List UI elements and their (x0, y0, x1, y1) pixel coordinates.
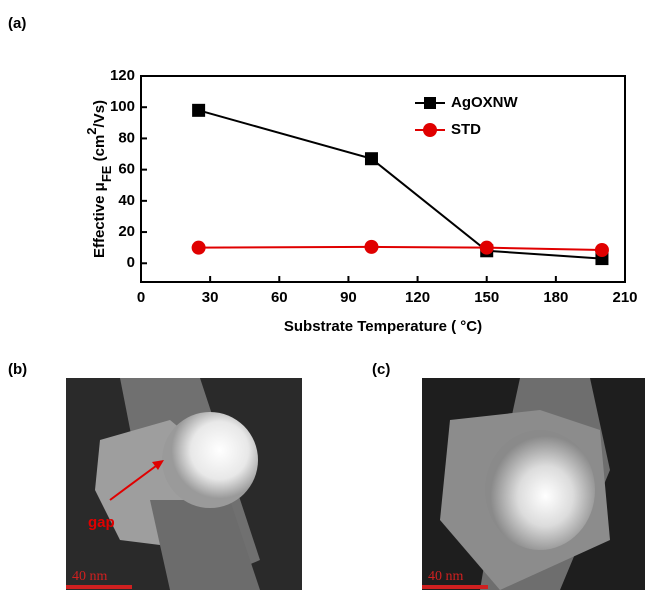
x-tick-label: 90 (340, 289, 357, 306)
micrograph-b (66, 378, 302, 590)
scale-bar-label: 40 nm (72, 569, 108, 584)
annotation-arrow (109, 462, 161, 501)
x-tick-label: 180 (543, 289, 568, 306)
x-tick-label: 0 (137, 289, 145, 306)
marker (191, 240, 206, 255)
y-tick-label: 0 (127, 254, 135, 271)
micrograph-c (422, 378, 645, 590)
x-tick-label: 120 (405, 289, 430, 306)
x-tick-label: 60 (271, 289, 288, 306)
y-tick-label: 80 (118, 129, 135, 146)
panel-label: (c) (372, 361, 390, 378)
plot-frame (140, 75, 626, 283)
y-tick-label: 100 (110, 98, 135, 115)
marker (594, 243, 609, 258)
scale-bar-label: 40 nm (428, 569, 464, 584)
y-axis-label: Effective μFE (cm2/Vs) (84, 100, 114, 258)
x-axis-label: Substrate Temperature ( °C) (284, 318, 482, 335)
x-tick-label: 210 (612, 289, 637, 306)
y-label-part: (cm (91, 135, 108, 166)
arrow-head (152, 460, 164, 470)
y-tick-label: 20 (118, 223, 135, 240)
marker (364, 239, 379, 254)
y-tick-label: 40 (118, 192, 135, 209)
legend-marker (423, 123, 437, 137)
marker (192, 103, 206, 117)
y-tick-label: 60 (118, 161, 135, 178)
y-tick-label: 120 (110, 67, 135, 84)
y-label-part: 2 (84, 127, 99, 134)
series-line (198, 245, 602, 252)
x-tick-label: 150 (474, 289, 499, 306)
marker (364, 152, 378, 166)
legend-label: STD (451, 121, 481, 138)
y-label-part: FE (99, 165, 114, 182)
legend-marker (424, 97, 436, 109)
series-line (198, 109, 603, 260)
panel-label: (a) (8, 15, 26, 32)
x-tick-label: 30 (202, 289, 219, 306)
marker (479, 240, 494, 255)
y-label-part: Effective μ (91, 182, 108, 258)
annotation: gap (88, 514, 115, 531)
legend-label: AgOXNW (451, 94, 519, 111)
y-label-part: /Vs) (91, 100, 108, 128)
panel-label: (b) (8, 361, 27, 378)
